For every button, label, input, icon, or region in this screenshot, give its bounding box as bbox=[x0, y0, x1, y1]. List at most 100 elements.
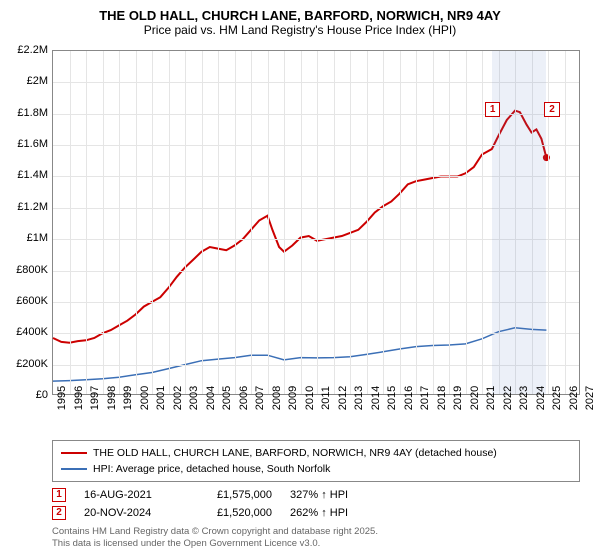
annotation-pct: 262% ↑ HPI bbox=[290, 504, 380, 522]
gridline-vertical bbox=[103, 51, 104, 394]
gridline-vertical bbox=[86, 51, 87, 394]
footer-line-2: This data is licensed under the Open Gov… bbox=[52, 538, 378, 550]
legend-swatch bbox=[61, 468, 87, 470]
gridline-vertical bbox=[416, 51, 417, 394]
annotation-price: £1,520,000 bbox=[192, 504, 272, 522]
x-axis-tick-label: 2001 bbox=[155, 386, 167, 410]
gridline-vertical bbox=[317, 51, 318, 394]
x-axis-tick-label: 2003 bbox=[188, 386, 200, 410]
x-axis-tick-label: 2018 bbox=[436, 386, 448, 410]
x-axis-tick-label: 2010 bbox=[304, 386, 316, 410]
chart-container: THE OLD HALL, CHURCH LANE, BARFORD, NORW… bbox=[0, 0, 600, 560]
y-axis-tick-label: £0 bbox=[36, 389, 48, 401]
title-line-2: Price paid vs. HM Land Registry's House … bbox=[0, 23, 600, 37]
gridline-vertical bbox=[235, 51, 236, 394]
plot-area: 12 bbox=[52, 50, 580, 395]
callout-marker: 2 bbox=[544, 102, 560, 117]
callout-marker: 1 bbox=[485, 102, 501, 117]
y-axis-tick-label: £2M bbox=[27, 75, 48, 87]
x-axis-tick-label: 1999 bbox=[122, 386, 134, 410]
x-axis-tick-label: 1997 bbox=[89, 386, 101, 410]
x-axis-tick-label: 2012 bbox=[337, 386, 349, 410]
x-axis-tick-label: 2005 bbox=[221, 386, 233, 410]
y-axis-tick-label: £1.2M bbox=[17, 201, 48, 213]
x-axis-tick-label: 2004 bbox=[205, 386, 217, 410]
title-line-1: THE OLD HALL, CHURCH LANE, BARFORD, NORW… bbox=[0, 8, 600, 23]
legend-item: THE OLD HALL, CHURCH LANE, BARFORD, NORW… bbox=[61, 445, 571, 461]
legend-item: HPI: Average price, detached house, Sout… bbox=[61, 461, 571, 477]
footer: Contains HM Land Registry data © Crown c… bbox=[52, 526, 378, 550]
gridline-vertical bbox=[400, 51, 401, 394]
annotation-table: 1 16-AUG-2021 £1,575,000 327% ↑ HPI 2 20-NOV-… bbox=[52, 486, 380, 522]
x-axis-tick-label: 2027 bbox=[584, 386, 596, 410]
legend-swatch bbox=[61, 452, 87, 454]
annotation-date: 16-AUG-2021 bbox=[84, 486, 174, 504]
x-axis-tick-label: 1995 bbox=[56, 386, 68, 410]
x-axis-tick-label: 2019 bbox=[452, 386, 464, 410]
title-block: THE OLD HALL, CHURCH LANE, BARFORD, NORW… bbox=[0, 0, 600, 39]
x-axis-tick-label: 2011 bbox=[320, 386, 332, 410]
annotation-pct: 327% ↑ HPI bbox=[290, 486, 380, 504]
annotation-marker: 2 bbox=[52, 506, 66, 520]
x-axis-tick-label: 2017 bbox=[419, 386, 431, 410]
gridline-vertical bbox=[350, 51, 351, 394]
gridline-vertical bbox=[169, 51, 170, 394]
annotation-row: 2 20-NOV-2024 £1,520,000 262% ↑ HPI bbox=[52, 504, 380, 522]
x-axis-tick-label: 1998 bbox=[106, 386, 118, 410]
x-axis-tick-label: 2016 bbox=[403, 386, 415, 410]
gridline-vertical bbox=[367, 51, 368, 394]
x-axis-tick-label: 2008 bbox=[271, 386, 283, 410]
x-axis-tick-label: 2014 bbox=[370, 386, 382, 410]
x-axis-tick-label: 2023 bbox=[518, 386, 530, 410]
gridline-vertical bbox=[136, 51, 137, 394]
x-axis-tick-label: 2026 bbox=[568, 386, 580, 410]
annotation-date: 20-NOV-2024 bbox=[84, 504, 174, 522]
legend-label: THE OLD HALL, CHURCH LANE, BARFORD, NORW… bbox=[93, 445, 497, 461]
legend: THE OLD HALL, CHURCH LANE, BARFORD, NORW… bbox=[52, 440, 580, 482]
gridline-vertical bbox=[152, 51, 153, 394]
x-axis-tick-label: 2020 bbox=[469, 386, 481, 410]
y-axis-tick-label: £800K bbox=[16, 264, 48, 276]
x-axis-tick-label: 2013 bbox=[353, 386, 365, 410]
y-axis-tick-label: £1.4M bbox=[17, 169, 48, 181]
x-axis-tick-label: 2015 bbox=[386, 386, 398, 410]
y-axis-tick-label: £600K bbox=[16, 295, 48, 307]
x-axis-tick-label: 2000 bbox=[139, 386, 151, 410]
x-axis-tick-label: 2002 bbox=[172, 386, 184, 410]
x-axis-tick-label: 2006 bbox=[238, 386, 250, 410]
annotation-row: 1 16-AUG-2021 £1,575,000 327% ↑ HPI bbox=[52, 486, 380, 504]
annotation-price: £1,575,000 bbox=[192, 486, 272, 504]
y-axis-tick-label: £1.8M bbox=[17, 107, 48, 119]
x-axis-tick-label: 1996 bbox=[73, 386, 85, 410]
gridline-vertical bbox=[202, 51, 203, 394]
y-axis-tick-label: £1.6M bbox=[17, 138, 48, 150]
x-axis-tick-label: 2007 bbox=[254, 386, 266, 410]
gridline-vertical bbox=[449, 51, 450, 394]
gridline-vertical bbox=[433, 51, 434, 394]
gridline-vertical bbox=[268, 51, 269, 394]
gridline-vertical bbox=[334, 51, 335, 394]
x-axis-tick-label: 2022 bbox=[502, 386, 514, 410]
legend-label: HPI: Average price, detached house, Sout… bbox=[93, 461, 330, 477]
gridline-vertical bbox=[482, 51, 483, 394]
gridline-vertical bbox=[284, 51, 285, 394]
x-axis-tick-label: 2025 bbox=[551, 386, 563, 410]
x-axis-tick-label: 2009 bbox=[287, 386, 299, 410]
gridline-vertical bbox=[185, 51, 186, 394]
gridline-vertical bbox=[70, 51, 71, 394]
gridline-vertical bbox=[383, 51, 384, 394]
gridline-vertical bbox=[565, 51, 566, 394]
x-axis-tick-label: 2021 bbox=[485, 386, 497, 410]
gridline-vertical bbox=[218, 51, 219, 394]
y-axis-tick-label: £200K bbox=[16, 358, 48, 370]
x-axis-tick-label: 2024 bbox=[535, 386, 547, 410]
y-axis-tick-label: £400K bbox=[16, 326, 48, 338]
gridline-vertical bbox=[119, 51, 120, 394]
footer-line-1: Contains HM Land Registry data © Crown c… bbox=[52, 526, 378, 538]
gridline-vertical bbox=[251, 51, 252, 394]
gridline-vertical bbox=[301, 51, 302, 394]
gridline-vertical bbox=[466, 51, 467, 394]
y-axis-tick-label: £1M bbox=[27, 232, 48, 244]
y-axis-tick-label: £2.2M bbox=[17, 44, 48, 56]
annotation-marker: 1 bbox=[52, 488, 66, 502]
